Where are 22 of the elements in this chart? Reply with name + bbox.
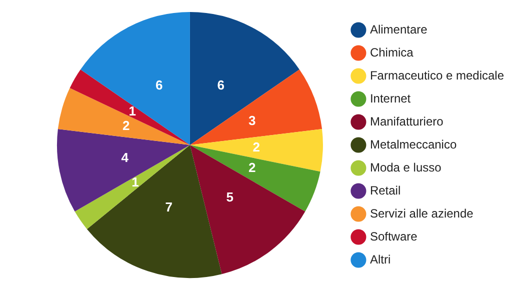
data-label: 3	[248, 112, 256, 128]
legend-label: Altri	[370, 252, 391, 266]
legend-label: Retail	[370, 183, 401, 198]
data-label: 2	[252, 139, 260, 154]
legend-label: Farmaceutico e medicale	[370, 68, 504, 82]
data-label: 4	[121, 150, 130, 165]
legend-label: Software	[370, 229, 418, 244]
data-label: 6	[155, 78, 163, 93]
legend-label: Servizi alle aziende	[370, 206, 474, 220]
data-label: 5	[226, 190, 234, 205]
data-label: 7	[165, 200, 173, 215]
data-label: 1	[132, 174, 139, 190]
legend-label: Metalmeccanico	[370, 137, 457, 152]
data-label: 6	[217, 78, 224, 93]
legend-label: Moda e lusso	[370, 160, 442, 174]
legend-label: Chimica	[370, 45, 414, 60]
legend-label: Internet	[370, 91, 412, 106]
legend-label: Alimentare	[370, 22, 428, 36]
legend-label: Manifatturiero	[370, 114, 444, 128]
data-label: 2	[248, 160, 256, 176]
data-label: 2	[122, 118, 130, 134]
data-label: 1	[128, 103, 136, 118]
